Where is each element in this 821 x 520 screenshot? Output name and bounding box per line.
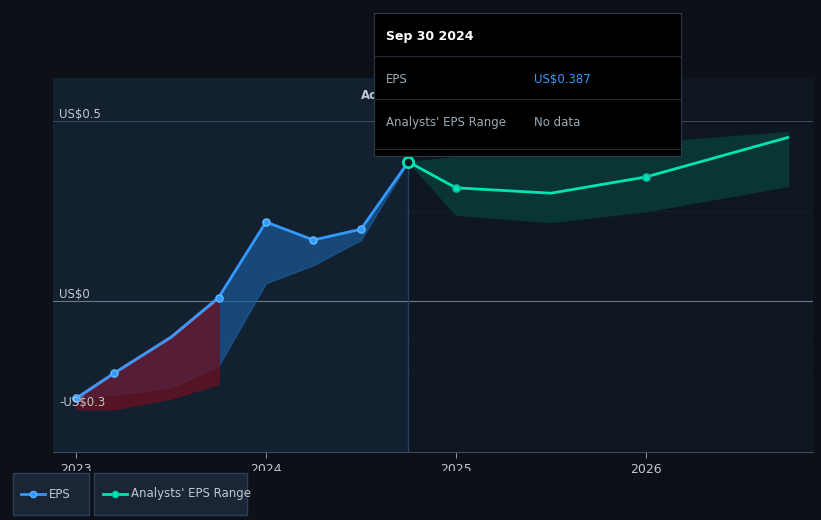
Bar bbox=[408, 78, 813, 452]
Text: Sep 30 2024: Sep 30 2024 bbox=[386, 30, 474, 43]
Point bbox=[639, 173, 652, 181]
Point bbox=[108, 369, 121, 378]
Bar bbox=[53, 78, 408, 452]
Text: US$0.387: US$0.387 bbox=[534, 73, 590, 86]
Text: Analysts Forecasts: Analysts Forecasts bbox=[414, 89, 524, 102]
Text: Actual: Actual bbox=[360, 89, 402, 102]
Text: Analysts' EPS Range: Analysts' EPS Range bbox=[131, 488, 251, 500]
Point bbox=[70, 394, 83, 402]
Text: US$0: US$0 bbox=[59, 288, 89, 301]
Text: No data: No data bbox=[534, 116, 580, 129]
FancyBboxPatch shape bbox=[13, 473, 89, 515]
Point bbox=[259, 218, 273, 226]
Point bbox=[355, 225, 368, 233]
Point bbox=[472, 277, 485, 285]
Text: -US$0.3: -US$0.3 bbox=[59, 396, 105, 409]
Text: EPS: EPS bbox=[386, 73, 407, 86]
FancyBboxPatch shape bbox=[94, 473, 247, 515]
Point bbox=[401, 158, 415, 166]
Point bbox=[401, 158, 415, 166]
Text: US$0.5: US$0.5 bbox=[59, 108, 101, 121]
Point bbox=[307, 236, 320, 244]
Text: Analysts' EPS Range: Analysts' EPS Range bbox=[386, 116, 506, 129]
Point bbox=[212, 293, 225, 302]
Point bbox=[449, 184, 462, 192]
Text: EPS: EPS bbox=[48, 488, 71, 500]
